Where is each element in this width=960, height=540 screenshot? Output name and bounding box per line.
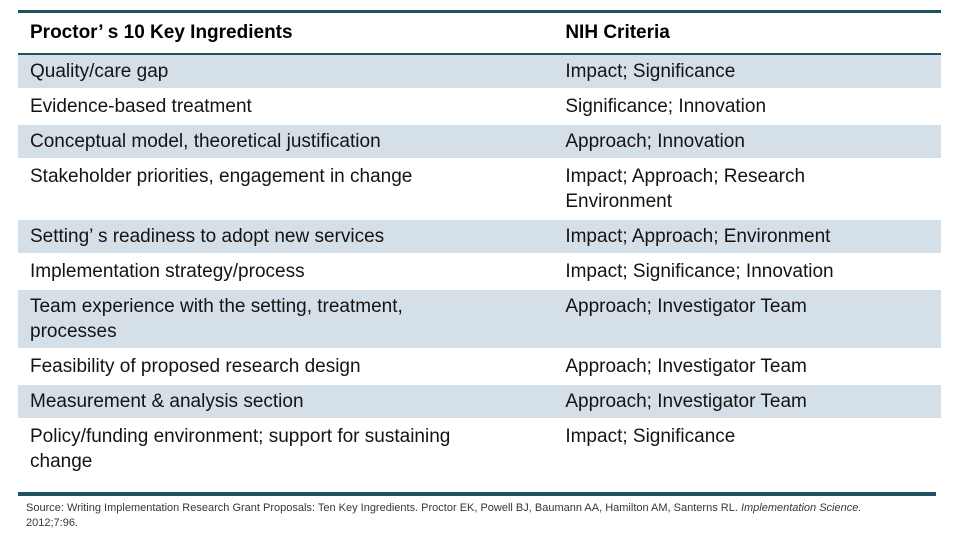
table-row: Feasibility of proposed research design … — [18, 349, 941, 385]
citation-text: Source: Writing Implementation Research … — [26, 502, 741, 514]
ingredient-cell: Team experience with the setting, treatm… — [18, 289, 554, 350]
criteria-cell: Significance; Innovation — [553, 89, 941, 125]
ingredient-cell: Quality/care gap — [18, 54, 554, 90]
table-row: Implementation strategy/process Impact; … — [18, 254, 941, 290]
criteria-cell: Approach; Investigator Team — [553, 384, 941, 420]
criteria-cell: Impact; Significance; Innovation — [553, 254, 941, 290]
header-ingredients: Proctor’ s 10 Key Ingredients — [18, 11, 554, 55]
ingredient-cell: Policy/funding environment; support for … — [18, 419, 554, 480]
criteria-cell: Approach; Investigator Team — [553, 349, 941, 385]
table-row: Stakeholder priorities, engagement in ch… — [18, 159, 941, 220]
criteria-cell: Approach; Innovation — [553, 124, 941, 160]
table-row: Policy/funding environment; support for … — [18, 419, 941, 480]
ingredient-cell: Feasibility of proposed research design — [18, 349, 554, 385]
journal-name: Implementation Science. — [740, 502, 862, 514]
criteria-cell: Impact; Approach; Research Environment — [553, 159, 941, 220]
table-row: Team experience with the setting, treatm… — [18, 289, 941, 350]
criteria-cell: Impact; Significance — [553, 54, 941, 90]
ingredient-cell: Evidence-based treatment — [18, 89, 554, 125]
table-row: Measurement & analysis section Approach;… — [18, 384, 941, 420]
table-row: Conceptual model, theoretical justificat… — [18, 124, 941, 160]
ingredient-cell: Conceptual model, theoretical justificat… — [18, 124, 554, 160]
ingredient-cell: Setting’ s readiness to adopt new servic… — [18, 219, 554, 255]
citation-volume: 2012;7:96. — [26, 516, 78, 529]
table-row: Setting’ s readiness to adopt new servic… — [18, 219, 941, 255]
table-row: Quality/care gap Impact; Significance — [18, 54, 941, 90]
header-nih-criteria: NIH Criteria — [553, 11, 941, 55]
ingredient-cell: Implementation strategy/process — [18, 254, 554, 290]
table-row: Evidence-based treatment Significance; I… — [18, 89, 941, 125]
ingredient-cell: Measurement & analysis section — [18, 384, 554, 420]
criteria-cell: Approach; Investigator Team — [553, 289, 941, 350]
criteria-cell: Impact; Significance — [553, 419, 941, 480]
source-citation: Source: Writing Implementation Research … — [18, 492, 936, 531]
ingredient-cell: Stakeholder priorities, engagement in ch… — [18, 159, 554, 220]
table-header-row: Proctor’ s 10 Key Ingredients NIH Criter… — [18, 11, 941, 55]
criteria-cell: Impact; Approach; Environment — [553, 219, 941, 255]
ingredients-criteria-table: Proctor’ s 10 Key Ingredients NIH Criter… — [18, 10, 941, 480]
